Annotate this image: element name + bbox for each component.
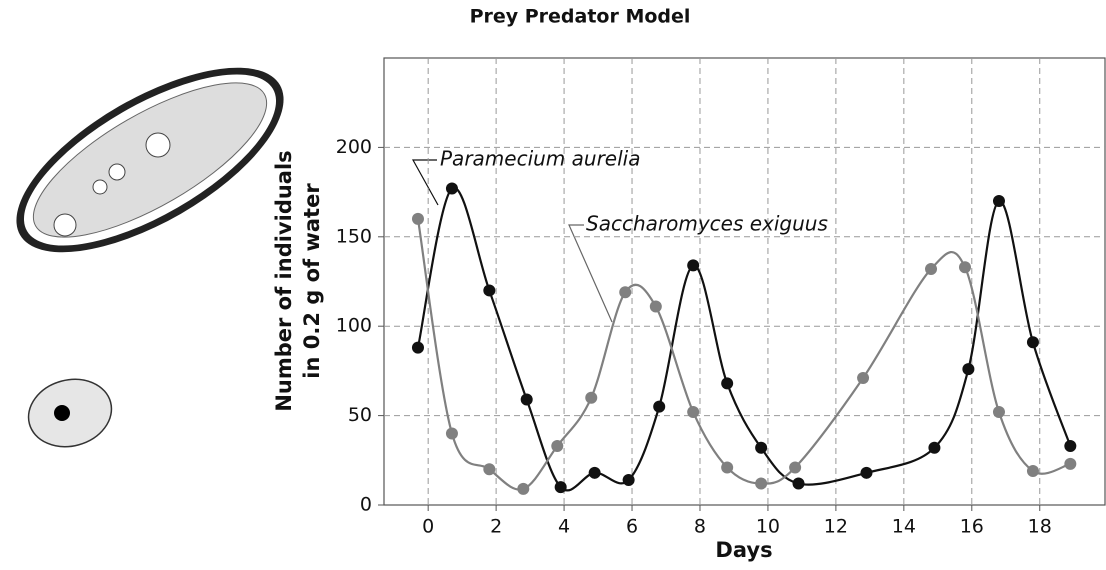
x-tick-label: 18 [1028, 516, 1052, 538]
data-point [619, 286, 631, 298]
chart: Prey Predator Model Days Number of indiv… [0, 0, 1106, 570]
y-tick-label: 200 [336, 136, 372, 158]
data-point [928, 442, 940, 454]
x-tick-label: 6 [626, 516, 638, 538]
annotation-leader [569, 225, 612, 322]
data-point [521, 394, 533, 406]
data-point [721, 461, 733, 473]
data-point [687, 259, 699, 271]
data-point [993, 406, 1005, 418]
data-point [755, 478, 767, 490]
x-tick-label: 8 [694, 516, 706, 538]
data-point [857, 372, 869, 384]
x-tick-label: 12 [824, 516, 848, 538]
data-point [585, 392, 597, 404]
series-label: Paramecium aurelia [440, 147, 640, 171]
data-point [1064, 458, 1076, 470]
data-point [687, 406, 699, 418]
data-point [589, 467, 601, 479]
y-axis-label: Number of individuals [272, 150, 296, 411]
data-point [446, 427, 458, 439]
y-tick-label: 50 [348, 404, 372, 426]
yeast-illustration [21, 370, 119, 455]
x-tick-label: 14 [892, 516, 916, 538]
x-tick-label: 4 [558, 516, 570, 538]
annotation-leader [413, 160, 438, 205]
data-point [860, 467, 872, 479]
series-label: Saccharomyces exiguus [586, 212, 828, 236]
data-point [789, 461, 801, 473]
paramecium-illustration [0, 31, 311, 288]
data-point [793, 478, 805, 490]
plot-frame [384, 58, 1105, 505]
x-axis-label: Days [715, 538, 772, 562]
data-point [962, 363, 974, 375]
chart-title: Prey Predator Model [470, 6, 691, 28]
data-point [653, 401, 665, 413]
data-point [551, 440, 563, 452]
data-point [555, 481, 567, 493]
data-point [1027, 336, 1039, 348]
data-point [623, 474, 635, 486]
data-point [412, 213, 424, 225]
data-point [517, 483, 529, 495]
y-axis-label: in 0.2 g of water [300, 183, 324, 379]
data-point [446, 183, 458, 195]
data-point [483, 463, 495, 475]
y-tick-label: 150 [336, 225, 372, 247]
x-tick-label: 10 [756, 516, 780, 538]
x-tick-label: 16 [960, 516, 984, 538]
data-point [1027, 465, 1039, 477]
y-tick-label: 100 [336, 315, 372, 337]
y-tick-label: 0 [360, 494, 372, 516]
x-tick-label: 0 [422, 516, 434, 538]
data-point [993, 195, 1005, 207]
data-point [925, 263, 937, 275]
data-point [650, 301, 662, 313]
data-point [412, 342, 424, 354]
data-point [483, 284, 495, 296]
data-point [755, 442, 767, 454]
data-point [959, 261, 971, 273]
x-tick-label: 2 [490, 516, 502, 538]
data-point [721, 377, 733, 389]
data-point [1064, 440, 1076, 452]
